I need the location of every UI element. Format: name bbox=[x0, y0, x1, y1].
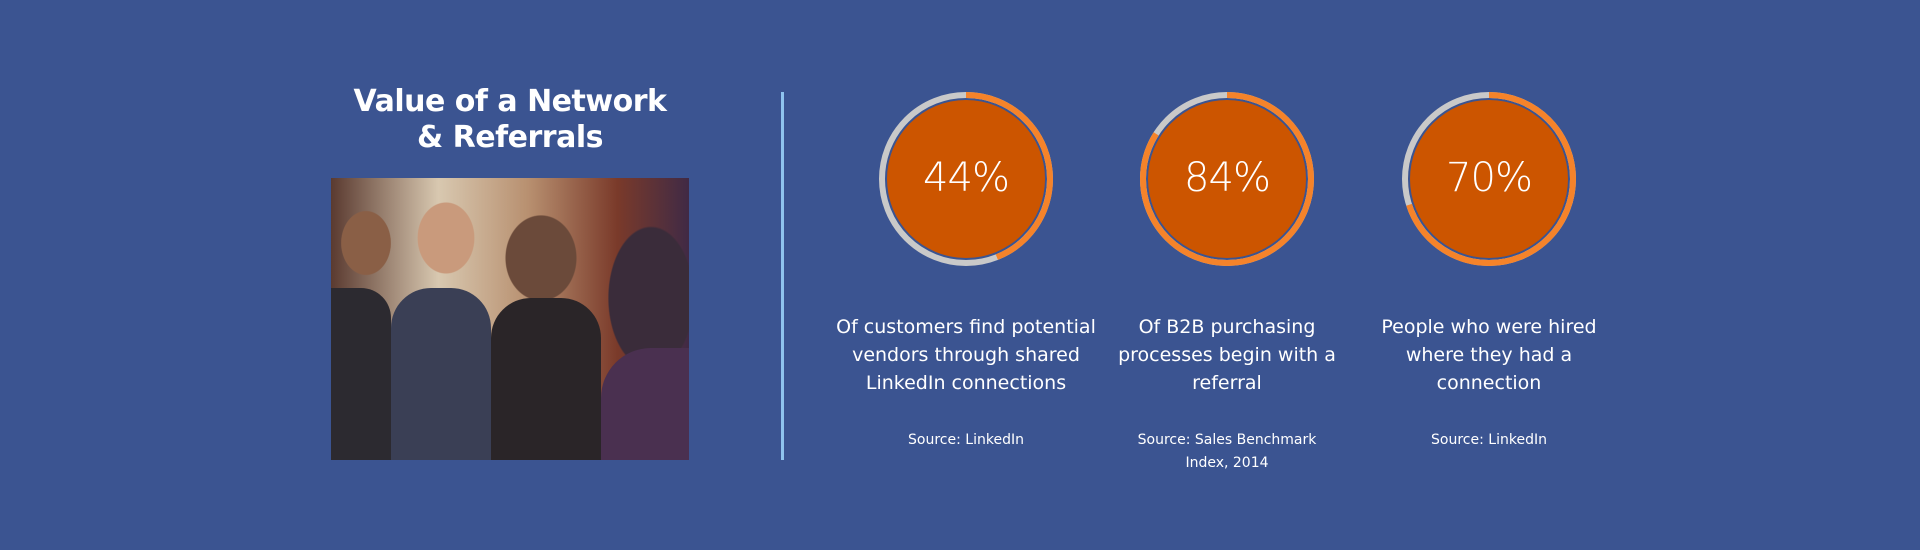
title-line-1: Value of a Network bbox=[353, 84, 667, 119]
ring-progress bbox=[1402, 92, 1576, 266]
progress-ring bbox=[1402, 92, 1576, 266]
ring-fill bbox=[1148, 100, 1306, 258]
business-handshake-photo bbox=[331, 178, 689, 460]
ring-progress bbox=[1140, 92, 1314, 266]
stat-description: People who were hired where they had a c… bbox=[1381, 316, 1597, 394]
stat-card: 84% Of B2B purchasing processes begin wi… bbox=[1077, 91, 1377, 475]
ring-progress bbox=[879, 92, 1053, 266]
stat-description: Of customers find potential vendors thro… bbox=[836, 316, 1096, 394]
stat-source: Source: Sales Benchmark Index, 2014 bbox=[1137, 432, 1317, 471]
page-title: Value of a Network & Referrals bbox=[330, 84, 690, 156]
stat-card: 44% Of customers find potential vendors … bbox=[816, 91, 1116, 452]
progress-ring bbox=[879, 92, 1053, 266]
stat-card: 70% People who were hired where they had… bbox=[1339, 91, 1639, 452]
divider bbox=[781, 92, 784, 460]
ring-fill bbox=[887, 100, 1045, 258]
stat-source: Source: LinkedIn bbox=[1431, 432, 1547, 448]
stat-percent: 70% bbox=[1446, 155, 1533, 201]
stat-description: Of B2B purchasing processes begin with a… bbox=[1118, 316, 1336, 394]
stat-source: Source: LinkedIn bbox=[908, 432, 1024, 448]
ring-fill bbox=[1410, 100, 1568, 258]
progress-ring bbox=[1140, 92, 1314, 266]
stat-percent: 44% bbox=[923, 155, 1010, 201]
title-line-2: & Referrals bbox=[417, 120, 603, 155]
stat-percent: 84% bbox=[1184, 155, 1271, 201]
